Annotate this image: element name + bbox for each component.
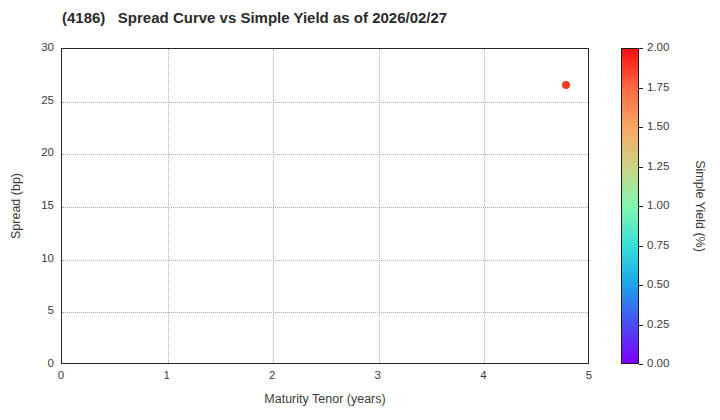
y-tick-label: 15	[24, 200, 54, 212]
colorbar-tick-label: 2.00	[647, 42, 669, 54]
gridline-horizontal	[62, 207, 588, 208]
plot-area	[61, 48, 589, 364]
gridline-vertical	[484, 49, 485, 363]
colorbar	[621, 48, 639, 364]
colorbar-tick-label: 1.25	[647, 161, 669, 173]
gridline-horizontal	[62, 260, 588, 261]
colorbar-tick-label: 1.50	[647, 121, 669, 133]
colorbar-tick	[639, 364, 643, 365]
gridline-vertical	[168, 49, 169, 363]
colorbar-tick-label: 0.00	[647, 358, 669, 370]
colorbar-tick-label: 1.00	[647, 200, 669, 212]
x-tick-label: 2	[269, 370, 275, 382]
chart-figure: (4186) Spread Curve vs Simple Yield as o…	[0, 0, 720, 420]
colorbar-tick-label: 0.25	[647, 319, 669, 331]
gridline-horizontal	[62, 154, 588, 155]
y-tick-label: 20	[24, 148, 54, 160]
colorbar-tick	[639, 325, 643, 326]
y-tick-label: 0	[24, 358, 54, 370]
colorbar-tick-label: 0.75	[647, 240, 669, 252]
colorbar-label: Simple Yield (%)	[693, 160, 707, 252]
chart-title: (4186) Spread Curve vs Simple Yield as o…	[62, 9, 447, 26]
colorbar-tick-label: 1.75	[647, 82, 669, 94]
y-tick-label: 5	[24, 306, 54, 318]
colorbar-tick	[639, 206, 643, 207]
x-tick-label: 1	[163, 370, 169, 382]
colorbar-tick	[639, 88, 643, 89]
colorbar-tick	[639, 285, 643, 286]
colorbar-tick	[639, 48, 643, 49]
x-tick-label: 5	[586, 370, 592, 382]
colorbar-tick	[639, 167, 643, 168]
gridline-horizontal	[62, 102, 588, 103]
data-point	[562, 81, 570, 89]
gridline-horizontal	[62, 312, 588, 313]
y-axis-label: Spread (bp)	[9, 173, 23, 239]
colorbar-tick	[639, 127, 643, 128]
x-axis-label: Maturity Tenor (years)	[264, 392, 385, 406]
gridline-vertical	[379, 49, 380, 363]
colorbar-tick	[639, 246, 643, 247]
y-tick-label: 25	[24, 95, 54, 107]
gridline-vertical	[273, 49, 274, 363]
x-tick-label: 4	[480, 370, 486, 382]
y-tick-label: 30	[24, 42, 54, 54]
x-tick-label: 3	[375, 370, 381, 382]
x-tick-label: 0	[58, 370, 64, 382]
y-tick-label: 10	[24, 253, 54, 265]
colorbar-tick-label: 0.50	[647, 279, 669, 291]
